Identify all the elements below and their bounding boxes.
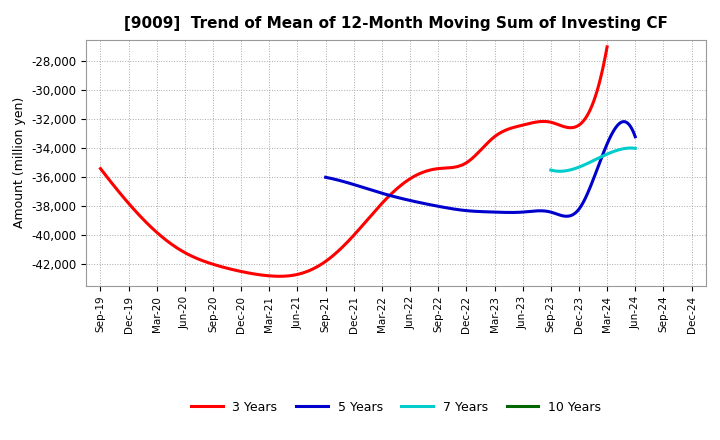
3 Years [98,168,107,173]
5 Years [562,213,571,219]
3 Years [408,175,417,180]
5 Years [619,119,628,124]
5 Years [505,210,514,215]
Line: 3 Years: 3 Years [101,47,607,276]
7 Years [631,146,639,151]
7 Years [546,168,555,173]
3 Years [525,121,534,126]
Title: [9009]  Trend of Mean of 12-Month Moving Sum of Investing CF: [9009] Trend of Mean of 12-Month Moving … [124,16,668,32]
3 Years [397,182,406,187]
7 Years [626,145,635,150]
3 Years [557,123,566,128]
5 Years [631,134,639,139]
Y-axis label: Amount (million yen): Amount (million yen) [13,97,26,228]
5 Years [321,175,330,180]
5 Years [505,210,513,215]
Line: 5 Years: 5 Years [325,121,635,216]
7 Years [618,147,626,152]
5 Years [583,191,592,196]
5 Years [510,210,519,215]
7 Years [624,146,632,151]
3 Years [276,274,284,279]
3 Years [603,44,611,49]
7 Years [546,167,555,172]
3 Years [400,180,408,186]
Legend: 3 Years, 5 Years, 7 Years, 10 Years: 3 Years, 5 Years, 7 Years, 10 Years [186,396,606,419]
7 Years [556,169,564,174]
Line: 7 Years: 7 Years [551,148,635,171]
7 Years [598,154,607,159]
7 Years [597,154,606,160]
3 Years [96,166,105,171]
5 Years [603,141,611,146]
7 Years [597,154,606,159]
5 Years [323,175,331,180]
